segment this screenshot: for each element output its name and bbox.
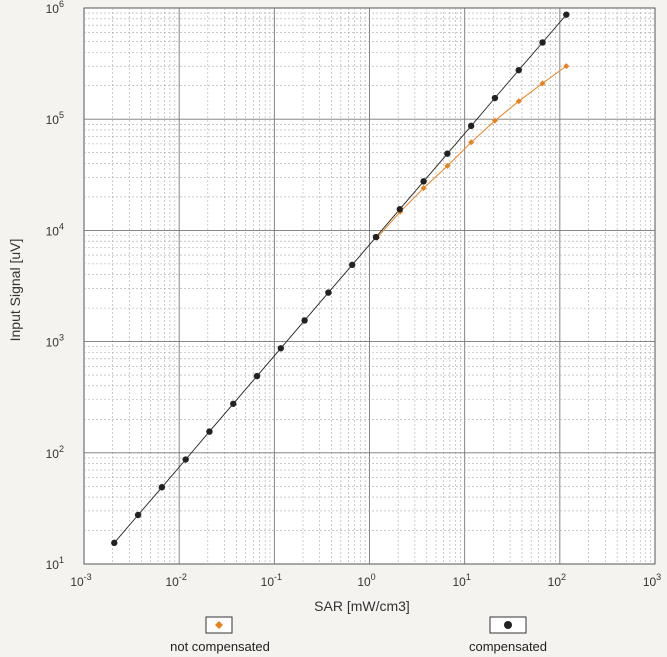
data-point-compensated [301,317,308,324]
y-tick-label: 103 [46,333,64,350]
data-point-compensated [467,122,475,130]
data-point-not-compensated [420,185,427,192]
data-point-compensated [563,11,570,18]
data-point-compensated [325,289,332,296]
data-point-compensated [182,456,189,463]
series-layer [111,11,570,547]
data-point-compensated [230,400,237,407]
y-axis-ticks: 101 102 103 104 105 106 [46,0,64,572]
legend-label-not-compensated: not compensated [170,639,270,654]
legend-marker-circle [504,621,512,629]
data-point-compensated [539,39,546,46]
data-point-compensated [206,428,213,435]
data-point-not-compensated [563,63,570,70]
x-tick-label: 103 [643,572,661,589]
x-tick-label: 10-3 [70,572,91,589]
x-tick-label: 101 [452,572,470,589]
data-point-compensated [158,484,166,491]
data-point-not-compensated [468,139,475,146]
data-point-compensated [420,178,427,185]
y-tick-label: 104 [46,221,64,238]
data-point-compensated [372,233,380,241]
data-point-compensated [349,261,356,269]
y-tick-label: 106 [46,0,64,16]
data-point-compensated [134,511,142,519]
x-tick-label: 102 [548,572,566,589]
data-point-compensated [444,150,451,157]
legend-item-compensated: compensated [469,616,547,654]
data-point-not-compensated [515,98,522,105]
y-axis-title: Input Signal [uV] [7,239,23,342]
y-tick-label: 101 [46,555,64,572]
data-point-compensated [111,539,118,547]
legend: not compensated compensated [170,616,547,654]
data-point-compensated [396,206,403,213]
data-point-compensated [491,94,499,102]
x-axis-ticks: 10-3 10-2 10-1 100 101 102 103 [70,572,661,589]
x-axis-title: SAR [mW/cm3] [314,598,410,614]
data-point-not-compensated [491,117,498,124]
data-point-not-compensated [539,80,546,87]
data-point-not-compensated [444,162,451,169]
x-tick-label: 10-2 [165,572,186,589]
y-tick-label: 105 [46,110,64,127]
x-tick-label: 10-1 [261,572,282,589]
x-tick-label: 100 [357,572,375,589]
legend-marker-diamond [215,621,223,629]
data-point-compensated [277,345,285,352]
data-point-compensated [253,372,261,380]
series-line-compensated [113,14,567,544]
y-tick-label: 102 [46,444,64,461]
legend-item-not-compensated: not compensated [170,616,270,654]
data-point-compensated [515,66,522,74]
grid [84,8,655,564]
legend-label-compensated: compensated [469,639,547,654]
